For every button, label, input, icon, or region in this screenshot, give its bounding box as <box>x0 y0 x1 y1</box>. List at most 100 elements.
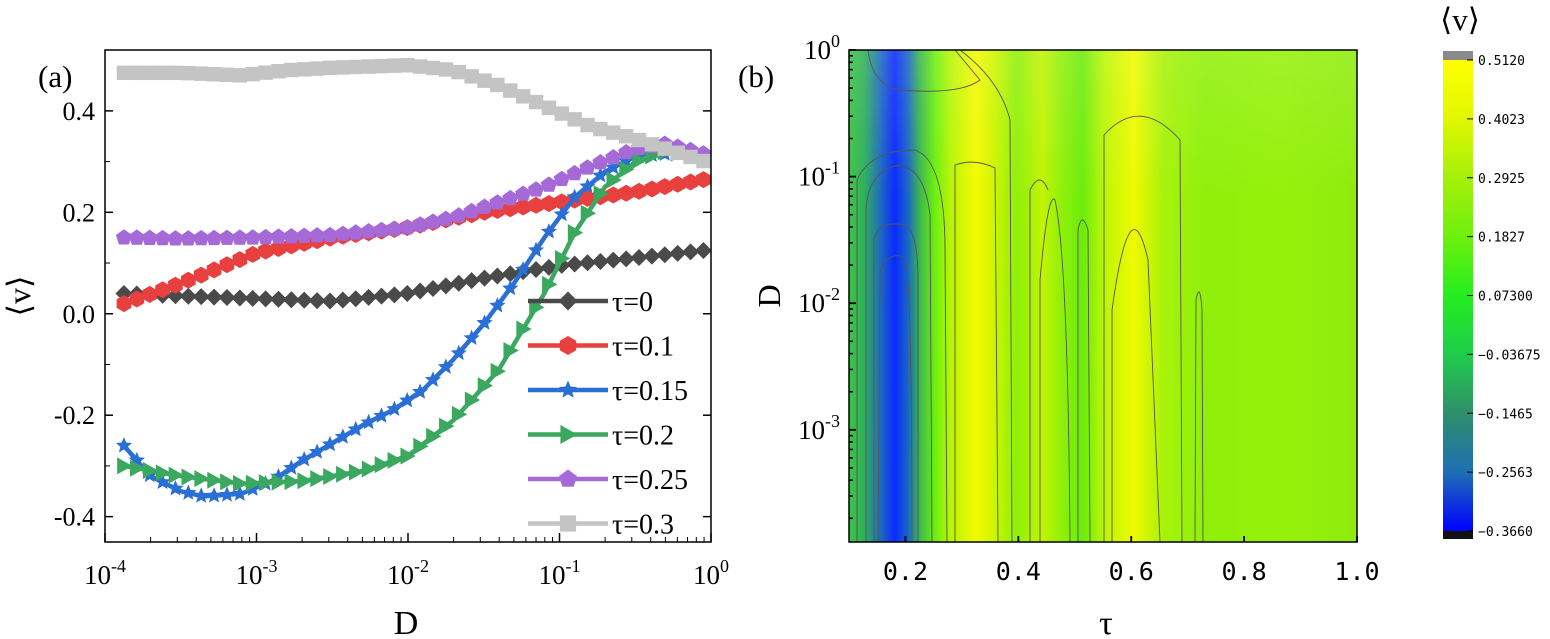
data-point <box>424 279 442 297</box>
y-tick-label-b: 100 <box>804 31 840 65</box>
data-point <box>142 462 159 480</box>
data-point <box>141 229 158 245</box>
legend-label: τ=0.2 <box>612 421 674 452</box>
data-point <box>579 254 597 272</box>
data-point <box>372 287 390 305</box>
legend-item: τ=0.25 <box>528 465 688 496</box>
data-point <box>489 297 506 313</box>
data-point <box>179 287 197 305</box>
data-point <box>206 261 222 279</box>
data-point <box>180 230 197 246</box>
data-point <box>501 265 519 283</box>
data-point <box>205 288 223 306</box>
legend-item: τ=0.3 <box>528 510 674 541</box>
data-point <box>168 466 184 484</box>
data-point <box>374 456 390 474</box>
panel-label-b: (b) <box>738 59 774 94</box>
data-point <box>231 485 248 501</box>
colorbar-tick-label: 0.07300 <box>1478 290 1533 305</box>
y-axis-title-a: ⟨v⟩ <box>1 276 37 317</box>
data-point <box>412 216 429 232</box>
data-point <box>515 198 531 216</box>
data-point <box>244 229 261 245</box>
x-tick-label-b: 1.0 <box>1334 557 1379 586</box>
data-point <box>155 65 170 81</box>
data-point <box>244 289 262 307</box>
panel-label-a: (a) <box>38 59 72 94</box>
data-point <box>181 65 196 81</box>
data-point <box>360 223 377 239</box>
legend-item: τ=0.2 <box>528 421 674 452</box>
data-point <box>155 464 172 482</box>
data-point <box>336 465 352 483</box>
colorbar-tick-label: −0.1465 <box>1478 407 1533 422</box>
data-point <box>193 229 210 246</box>
data-point <box>129 290 145 308</box>
legend-item: τ=0 <box>528 287 653 318</box>
data-point <box>696 171 711 189</box>
data-point <box>424 371 442 387</box>
heatmap-field <box>849 50 1357 542</box>
data-point <box>670 175 685 193</box>
series <box>117 143 711 492</box>
x-tick-label-a: 100 <box>693 556 729 590</box>
data-point <box>553 205 570 222</box>
data-point <box>630 249 648 267</box>
x-tick-label-a: 10-3 <box>236 556 278 590</box>
legend-marker <box>560 425 578 444</box>
plot-frame-b <box>848 49 1358 543</box>
colorbar-tick-label: 0.1827 <box>1478 231 1525 246</box>
y-tick-label-a: 0.4 <box>63 97 96 126</box>
data-point <box>335 60 351 75</box>
data-point <box>450 207 467 223</box>
data-point <box>527 181 545 197</box>
data-point <box>321 292 339 310</box>
data-point <box>257 290 275 308</box>
data-point <box>503 83 518 98</box>
data-point <box>207 471 223 489</box>
data-point <box>167 230 184 246</box>
data-point <box>593 185 609 203</box>
data-point <box>206 229 223 246</box>
data-point <box>321 226 339 243</box>
data-point <box>528 94 544 110</box>
colorbar-over-cap <box>1443 51 1473 60</box>
data-point <box>696 153 711 169</box>
data-point <box>194 470 210 488</box>
data-point <box>116 65 132 81</box>
data-point <box>593 121 608 137</box>
data-point <box>130 459 146 477</box>
colorbar-tick-label: −0.2563 <box>1478 466 1533 481</box>
contour-line <box>1077 219 1091 542</box>
contour-line <box>954 161 999 542</box>
legend-item: τ=0.15 <box>528 376 688 407</box>
data-point <box>644 180 660 198</box>
data-point <box>412 59 428 74</box>
data-point <box>218 229 235 245</box>
data-point <box>334 428 351 444</box>
data-point <box>605 159 622 175</box>
data-point <box>232 68 248 83</box>
data-point <box>592 167 609 183</box>
data-point <box>296 451 313 467</box>
heatmap-top-fade <box>849 50 1357 542</box>
data-point <box>554 249 571 267</box>
data-point <box>605 149 622 165</box>
data-point <box>168 65 183 81</box>
data-point <box>566 188 583 204</box>
data-point <box>439 417 455 435</box>
contour-line <box>865 164 933 542</box>
data-point <box>168 276 183 294</box>
data-point <box>310 470 326 488</box>
data-point <box>437 210 454 226</box>
data-point <box>657 141 673 156</box>
data-point <box>245 474 262 492</box>
data-point <box>373 407 390 423</box>
data-point <box>619 160 635 178</box>
data-point <box>437 277 455 295</box>
legend-marker <box>559 515 577 532</box>
data-point <box>348 463 365 481</box>
data-point <box>682 243 700 261</box>
data-point <box>180 484 197 500</box>
data-point <box>669 244 687 262</box>
